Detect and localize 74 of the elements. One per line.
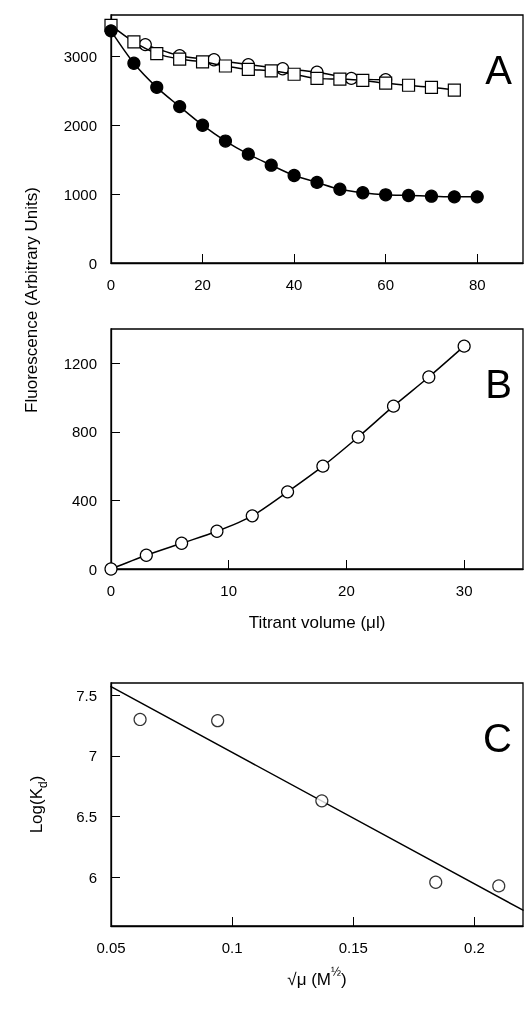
y-tick-label: 0 [88,254,97,272]
point [150,46,164,61]
x-tick-label: 0.15 [338,939,368,956]
y-tick-label: 6 [88,868,97,886]
point [139,548,153,562]
point [104,562,118,576]
x-axis-title: Titrant volume (μl) [248,612,386,632]
point [280,485,295,499]
y-axis-title: Fluorescence (Arbitrary Units) [22,187,42,413]
y-tick-label: 0 [88,560,97,578]
point [356,186,370,200]
point [356,73,370,88]
point [264,158,278,172]
annotation: B [485,362,513,406]
y-tick-label: 800 [71,423,97,441]
x-tick-label: 0.1 [221,939,243,956]
point [210,524,224,538]
point [241,62,255,77]
point [173,100,187,114]
x-tick-label: 80 [468,276,486,293]
point [457,339,471,353]
point [195,118,210,132]
point [379,188,393,202]
x-tick-label: 60 [377,276,395,293]
point [316,459,330,473]
y-tick-label: 7 [88,747,97,765]
y-tick-label: 400 [71,491,97,509]
x-tick-label: 40 [285,276,303,293]
y-tick-label: 1200 [63,354,97,372]
x-tick-label: 0.05 [96,939,126,956]
point [241,147,255,161]
point [245,509,259,523]
point [310,175,324,189]
point [264,64,278,78]
point [211,714,225,728]
y-axis-title: Log(Kd) [26,775,50,834]
point [218,59,233,73]
y-tick-label: 2000 [63,116,97,134]
point [127,56,141,70]
x-tick-label: 10 [220,582,238,599]
point [315,794,329,808]
point [333,72,347,86]
point [333,182,347,196]
point [447,83,461,97]
x-tick-label: 0.2 [464,939,485,956]
x-tick-label: 20 [194,276,211,293]
annotation: C [483,716,512,760]
point [127,35,141,49]
x-tick-label: 20 [338,582,355,599]
point [470,190,484,204]
point [351,430,365,444]
point [195,55,210,69]
annotation: A [485,48,513,92]
point [287,67,301,81]
point [150,80,164,94]
point [447,190,461,204]
point [104,24,118,38]
point [218,134,233,148]
point [386,399,401,413]
x-tick-label: 0 [106,582,116,599]
point [401,78,416,92]
point [422,370,436,384]
y-tick-label: 1000 [63,185,97,203]
y-tick-label: 6.5 [76,808,97,826]
point [175,536,189,550]
y-tick-label: 7.5 [76,686,97,704]
point [424,80,439,94]
point [287,168,301,183]
point [424,189,439,203]
x-tick-label: 30 [455,582,473,599]
y-tick-label: 3000 [63,47,97,65]
x-tick-label: 0 [106,276,116,293]
point [310,71,324,85]
point [401,188,416,203]
